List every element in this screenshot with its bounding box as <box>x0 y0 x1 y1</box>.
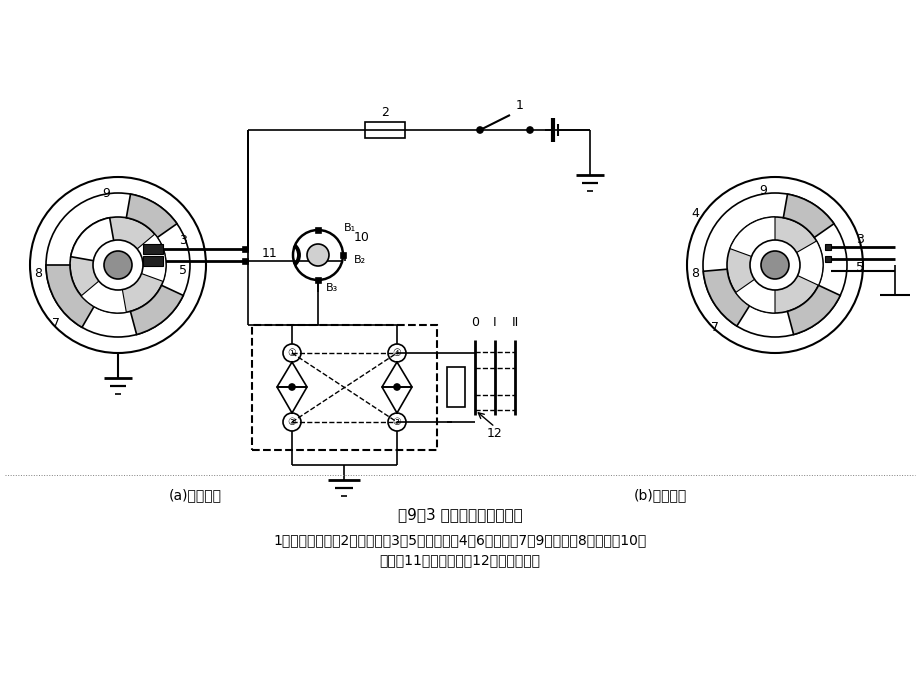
Text: I: I <box>493 315 496 328</box>
Text: 8: 8 <box>690 266 698 279</box>
Text: (a)工作电路: (a)工作电路 <box>168 488 221 502</box>
Text: 5: 5 <box>179 264 187 277</box>
Bar <box>447 367 464 407</box>
Text: II: II <box>511 315 518 328</box>
Circle shape <box>104 251 131 279</box>
Text: B₁: B₁ <box>344 223 356 233</box>
Text: 5: 5 <box>855 261 863 273</box>
Wedge shape <box>46 265 94 327</box>
Text: 9: 9 <box>758 184 766 197</box>
Text: 6: 6 <box>770 260 778 274</box>
Wedge shape <box>782 241 823 285</box>
Polygon shape <box>381 362 412 387</box>
Text: 5: 5 <box>100 286 108 299</box>
Text: 4: 4 <box>789 308 796 322</box>
Bar <box>243 259 248 264</box>
Wedge shape <box>729 217 774 265</box>
Text: 12: 12 <box>486 426 503 440</box>
Bar <box>341 253 346 258</box>
Text: ②: ② <box>288 417 296 427</box>
Text: 1－电源总开关；2－熔断器；3、5－触点臂；4、6－触点；7、9－铜环；8－蛇轮；10－: 1－电源总开关；2－熔断器；3、5－触点臂；4、6－触点；7、9－铜环；8－蛇轮… <box>273 533 646 547</box>
Wedge shape <box>735 270 774 313</box>
Text: 6: 6 <box>113 260 122 274</box>
Text: 2: 2 <box>380 106 389 119</box>
Wedge shape <box>81 271 126 313</box>
Circle shape <box>70 217 165 313</box>
Text: 7: 7 <box>710 320 719 333</box>
Wedge shape <box>702 269 749 326</box>
Wedge shape <box>71 218 118 265</box>
Wedge shape <box>130 285 183 335</box>
Text: ③: ③ <box>392 417 401 427</box>
Wedge shape <box>126 194 176 237</box>
Circle shape <box>726 217 823 313</box>
Bar <box>142 256 163 266</box>
Text: 9: 9 <box>102 186 109 199</box>
Bar <box>824 244 830 250</box>
Text: ④: ④ <box>392 348 401 358</box>
Circle shape <box>760 251 789 279</box>
Bar <box>252 325 437 450</box>
Text: 0: 0 <box>471 315 479 328</box>
Bar <box>824 256 830 262</box>
Text: 10: 10 <box>354 230 369 244</box>
Text: B₂: B₂ <box>354 255 366 265</box>
Text: 3: 3 <box>856 233 863 246</box>
Text: 8: 8 <box>34 266 42 279</box>
Bar <box>365 122 404 138</box>
Text: 4: 4 <box>690 206 698 219</box>
Text: ①: ① <box>288 348 296 358</box>
Text: 1: 1 <box>516 99 523 112</box>
Circle shape <box>476 127 482 133</box>
Bar <box>243 247 248 252</box>
Wedge shape <box>782 194 833 237</box>
Text: (b)复位原理: (b)复位原理 <box>632 488 686 502</box>
Polygon shape <box>277 387 307 413</box>
Text: 4: 4 <box>136 301 143 313</box>
Text: B₃: B₃ <box>325 283 338 293</box>
Text: 5: 5 <box>755 290 763 304</box>
Text: 3: 3 <box>179 233 187 246</box>
Text: 图9－3 刷水器变速控制线路: 图9－3 刷水器变速控制线路 <box>397 508 522 522</box>
Circle shape <box>527 127 532 133</box>
Wedge shape <box>787 285 839 335</box>
Polygon shape <box>381 387 412 413</box>
Circle shape <box>289 384 295 390</box>
Text: 电枢；11－永久磁铁；12－刷水器开关: 电枢；11－永久磁铁；12－刷水器开关 <box>380 553 540 567</box>
Circle shape <box>749 240 800 290</box>
Circle shape <box>393 384 400 390</box>
Circle shape <box>93 240 142 290</box>
Polygon shape <box>277 362 307 387</box>
Text: 11: 11 <box>262 246 278 259</box>
Bar <box>315 228 321 233</box>
Bar <box>142 244 163 254</box>
Wedge shape <box>125 234 165 282</box>
Circle shape <box>307 244 329 266</box>
Text: 7: 7 <box>52 317 60 330</box>
Bar <box>315 278 321 283</box>
